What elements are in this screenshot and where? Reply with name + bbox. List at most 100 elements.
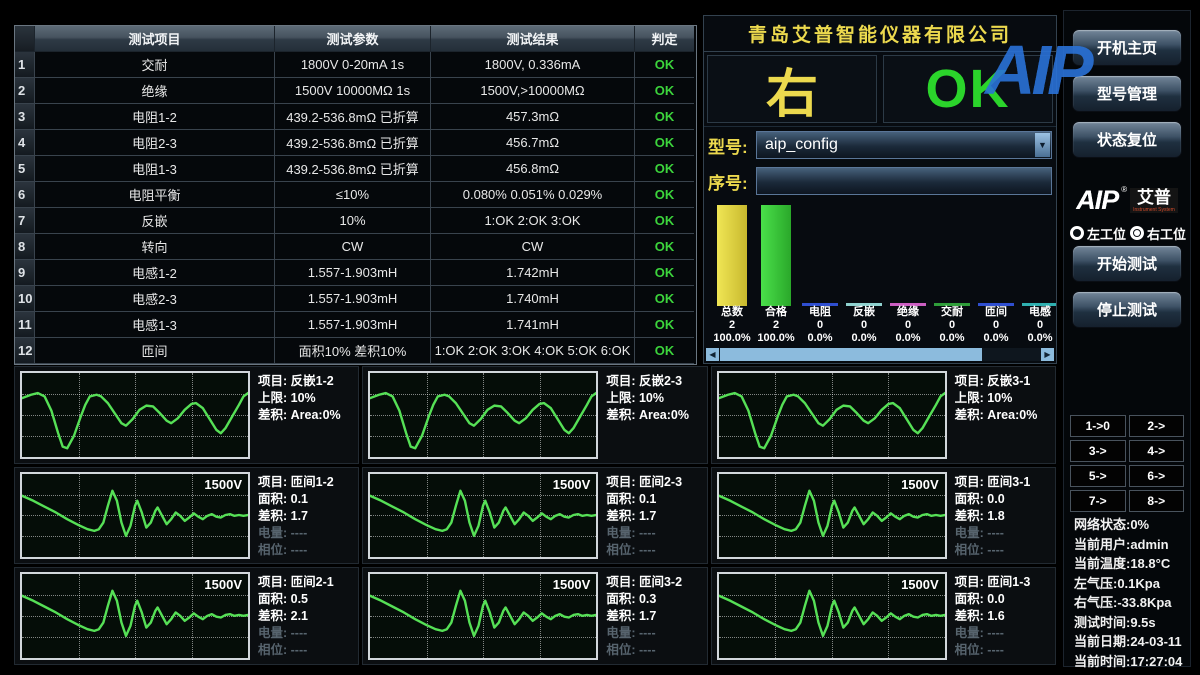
cell-judge: OK bbox=[635, 286, 694, 312]
status-line: 当前用户:admin bbox=[1074, 536, 1169, 552]
stats-label: 绝缘 bbox=[897, 306, 919, 318]
table-row: 4 电阻2-3 439.2-536.8mΩ 已折算 456.7mΩ OK bbox=[15, 130, 696, 156]
stop-test-button[interactable]: 停止测试 bbox=[1072, 291, 1182, 328]
stats-percent: 100.0% bbox=[757, 332, 795, 344]
stats-bar-area bbox=[842, 205, 886, 306]
status-line: 网络状态:0% bbox=[1074, 517, 1150, 532]
waveform-field: 电量: ---- bbox=[954, 525, 1004, 540]
scrollbar-thumb[interactable] bbox=[720, 348, 982, 361]
waveform-plot: 1500V bbox=[368, 572, 599, 660]
stats-bar bbox=[978, 303, 1014, 306]
voltage-label: 1500V bbox=[204, 476, 242, 492]
stats-bar-chart: 总数 2 100.0% 合格 2 100.0% 电阻 0 0.0% 反嵌 0 0.0% 绝缘 0 0.0% 交… bbox=[704, 199, 1056, 345]
station-radio-right[interactable]: 右工位 bbox=[1129, 223, 1186, 243]
model-value: aip_config bbox=[765, 136, 838, 153]
waveform-plot bbox=[20, 371, 250, 459]
waveform-trace bbox=[22, 574, 248, 658]
stats-bar bbox=[846, 303, 882, 306]
waveform-field: 相位: ---- bbox=[606, 643, 656, 658]
chevron-down-icon[interactable]: ▼ bbox=[1035, 133, 1050, 157]
cell-judge: OK bbox=[635, 130, 694, 156]
model-dropdown[interactable]: aip_config ▼ bbox=[756, 131, 1052, 159]
voltage-label: 1500V bbox=[901, 476, 939, 492]
header-test-param: 测试参数 bbox=[275, 26, 431, 52]
cell-row-number: 9 bbox=[15, 260, 35, 286]
waveform-panel: 项目: 反嵌1-2 上限: 10% 差积: Area:0% bbox=[14, 366, 360, 464]
serial-input[interactable] bbox=[756, 167, 1052, 195]
waveform-field: 差积: 2.1 bbox=[258, 609, 309, 624]
cell-judge: OK bbox=[635, 78, 694, 104]
cell-test-result: CW bbox=[431, 234, 635, 260]
status-reset-button[interactable]: 状态复位 bbox=[1072, 121, 1182, 158]
waveform-trace bbox=[370, 474, 596, 558]
mapping-cell: 2-> bbox=[1128, 415, 1184, 437]
status-line: 当前日期:24-03-11 bbox=[1074, 634, 1182, 649]
stats-count: 2 bbox=[772, 319, 780, 331]
scroll-right-icon[interactable]: ▶ bbox=[1041, 348, 1054, 361]
model-label: 型号: bbox=[708, 137, 748, 157]
waveform-field: 电量: ---- bbox=[606, 626, 656, 641]
model-manage-button[interactable]: 型号管理 bbox=[1072, 75, 1182, 112]
station-indicator: 右 bbox=[707, 55, 877, 124]
waveform-field: 项目: 反嵌3-1 bbox=[954, 374, 1031, 388]
start-test-button[interactable]: 开始测试 bbox=[1072, 245, 1182, 282]
cell-test-result: 0.080% 0.051% 0.029% bbox=[431, 182, 635, 208]
logo-cn-block: 艾普 Instrument System bbox=[1130, 187, 1178, 213]
waveform-field: 面积: 0.5 bbox=[258, 592, 309, 607]
stats-bar-area bbox=[930, 205, 974, 306]
table-row: 6 电阻平衡 ≤10% 0.080% 0.051% 0.029% OK bbox=[15, 182, 696, 208]
company-name: 青岛艾普智能仪器有限公司 bbox=[704, 16, 1056, 52]
results-table-body: 1 交耐 1800V 0-20mA 1s 1800V, 0.336mA OK 2 绝缘 150… bbox=[15, 52, 696, 364]
stats-label: 交耐 bbox=[941, 306, 963, 318]
cell-test-param: 1.557-1.903mH bbox=[275, 260, 431, 286]
stats-bar bbox=[890, 303, 926, 306]
mapping-cell: 1->0 bbox=[1070, 415, 1126, 437]
stats-column: 交耐 0 0.0% bbox=[930, 205, 974, 345]
station-radio-left[interactable]: 左工位 bbox=[1069, 223, 1126, 243]
logo-aip-text: AIP bbox=[1076, 184, 1119, 215]
waveform-field: 相位: ---- bbox=[954, 542, 1004, 557]
stats-bar-area bbox=[710, 205, 754, 306]
waveform-plot: 1500V bbox=[368, 471, 599, 560]
info-panel: 青岛艾普智能仪器有限公司 右 OK 型号: aip_config ▼ 序号: 总… bbox=[703, 15, 1057, 364]
waveform-plot bbox=[368, 371, 599, 459]
cell-test-param: 439.2-536.8mΩ 已折算 bbox=[275, 130, 431, 156]
stats-scrollbar[interactable]: ◀ ▶ bbox=[706, 348, 1054, 361]
waveform-field: 项目: 匝间1-2 bbox=[258, 474, 334, 489]
waveform-field: 项目: 匝间1-3 bbox=[954, 575, 1031, 590]
mapping-cell: 3-> bbox=[1070, 440, 1126, 462]
sidebar: 开机主页 型号管理 状态复位 AIP ® 艾普 Instrument System … bbox=[1063, 10, 1191, 669]
stats-percent: 0.0% bbox=[807, 332, 833, 344]
waveform-field: 面积: 0.1 bbox=[258, 491, 309, 506]
home-button[interactable]: 开机主页 bbox=[1072, 29, 1182, 66]
cell-test-param: ≤10% bbox=[275, 182, 431, 208]
waveform-panel: 1500V 项目: 匝间1-2 面积: 0.1 差积: 1.7 电量: ---- 相位: … bbox=[14, 466, 360, 565]
waveform-field: 差积: 1.7 bbox=[258, 508, 309, 523]
waveform-field: 相位: ---- bbox=[954, 643, 1004, 658]
cell-test-param: 1500V 10000MΩ 1s bbox=[275, 78, 431, 104]
cell-row-number: 11 bbox=[15, 312, 35, 338]
voltage-label: 1500V bbox=[552, 577, 591, 593]
waveform-trace bbox=[719, 574, 945, 658]
table-row: 11 电感1-3 1.557-1.903mH 1.741mH OK bbox=[15, 312, 696, 338]
waveform-field: 项目: 匝间3-1 bbox=[954, 474, 1031, 489]
stats-percent: 0.0% bbox=[939, 332, 965, 344]
cell-row-number: 2 bbox=[15, 78, 35, 104]
status-line: 当前温度:18.8°C bbox=[1074, 556, 1171, 571]
waveform-panel: 项目: 反嵌3-1 上限: 10% 差积: Area:0% bbox=[710, 366, 1056, 464]
cell-row-number: 6 bbox=[15, 182, 35, 208]
stats-label: 电阻 bbox=[809, 306, 831, 318]
waveform-field: 差积: Area:0% bbox=[606, 408, 689, 422]
header-judge: 判定 bbox=[635, 26, 694, 52]
scroll-left-icon[interactable]: ◀ bbox=[706, 348, 719, 361]
stats-percent: 100.0% bbox=[713, 332, 751, 344]
stats-count: 0 bbox=[992, 319, 1000, 331]
table-row: 10 电感2-3 1.557-1.903mH 1.740mH OK bbox=[15, 286, 696, 312]
cell-test-result: 1500V,>10000MΩ bbox=[431, 78, 635, 104]
waveform-field: 上限: 10% bbox=[954, 391, 1013, 405]
cell-test-item: 电阻2-3 bbox=[35, 130, 275, 156]
mapping-cell: 5-> bbox=[1070, 465, 1126, 487]
radio-icon bbox=[1129, 226, 1144, 240]
table-row: 3 电阻1-2 439.2-536.8mΩ 已折算 457.3mΩ OK bbox=[15, 104, 696, 130]
cell-judge: OK bbox=[635, 312, 694, 338]
